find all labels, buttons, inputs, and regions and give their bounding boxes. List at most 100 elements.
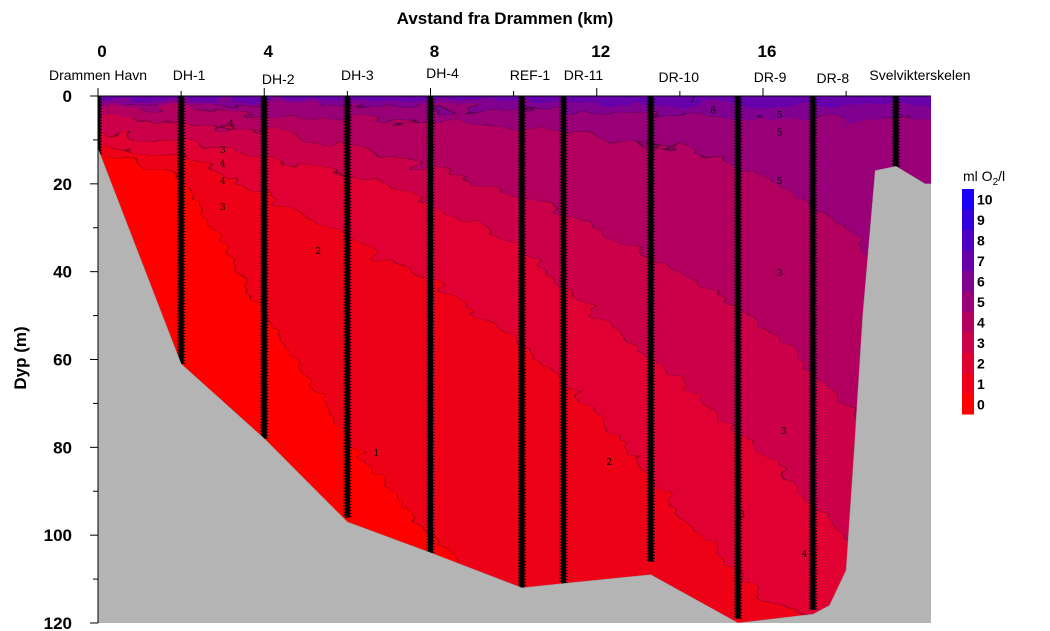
cast-mark [559, 160, 568, 163]
cast-mark [808, 568, 817, 571]
cast-mark [177, 328, 186, 331]
cast-mark [517, 565, 527, 568]
cast-mark [177, 244, 186, 247]
cast-mark [426, 184, 435, 187]
cast-mark [646, 187, 655, 190]
contour-label: 5 [777, 177, 783, 187]
cast-mark [517, 376, 527, 379]
cast-mark [733, 277, 743, 280]
cast-mark [646, 364, 655, 367]
cast-mark [646, 403, 655, 406]
cast-mark [808, 337, 817, 340]
cast-mark [733, 124, 743, 127]
cast-mark [517, 274, 527, 277]
cast-mark [343, 454, 352, 457]
cast-mark [426, 442, 435, 445]
cast-mark [426, 415, 435, 418]
cast-mark [177, 280, 186, 283]
cast-mark [808, 577, 817, 580]
cast-mark [646, 481, 655, 484]
cast-mark [517, 418, 527, 421]
cast-mark [343, 259, 352, 262]
cast-mark [559, 310, 568, 313]
cast-mark [808, 403, 817, 406]
cast-mark [517, 325, 527, 328]
cast-mark [260, 148, 269, 151]
cast-mark [343, 103, 352, 106]
cast-mark [426, 385, 435, 388]
cast-mark [808, 514, 817, 517]
cast-mark [733, 451, 743, 454]
cast-mark [260, 298, 269, 301]
cast-mark [646, 223, 655, 226]
cast-mark [646, 196, 655, 199]
cast-mark [177, 142, 186, 145]
cast-mark [891, 154, 901, 157]
cast-mark [260, 211, 269, 214]
cast-mark [646, 220, 655, 223]
cast-mark [517, 166, 527, 169]
cast-mark [517, 415, 527, 418]
cast-mark [343, 406, 352, 409]
cast-mark [343, 97, 352, 100]
cast-mark [646, 556, 655, 559]
cast-mark [260, 172, 269, 175]
cast-mark [517, 250, 527, 253]
cast-mark [559, 430, 568, 433]
cast-mark [426, 355, 435, 358]
cast-mark [343, 235, 352, 238]
cast-mark [559, 346, 568, 349]
cast-mark [559, 514, 568, 517]
cast-mark [733, 550, 743, 553]
cast-mark [426, 136, 435, 139]
cast-mark [260, 325, 269, 328]
cast-mark [343, 115, 352, 118]
cast-mark [808, 508, 817, 511]
cast-mark [733, 460, 743, 463]
cast-mark [98, 119, 103, 121]
cast-mark [646, 316, 655, 319]
cast-mark [733, 175, 743, 178]
cast-mark [177, 247, 186, 250]
cast-mark [808, 271, 817, 274]
cast-mark [559, 145, 568, 148]
cast-mark [559, 505, 568, 508]
cast-mark [98, 140, 103, 142]
cast-mark [343, 391, 352, 394]
cast-mark [517, 544, 527, 547]
cast-mark [646, 106, 655, 109]
cast-mark [808, 370, 817, 373]
cast-mark [426, 277, 435, 280]
cast-mark [177, 139, 186, 142]
cast-mark [808, 250, 817, 253]
cast-mark [177, 268, 186, 271]
cast-mark [260, 403, 269, 406]
cast-mark [808, 505, 817, 508]
cast-mark [808, 481, 817, 484]
cast-mark [646, 505, 655, 508]
cast-mark [426, 223, 435, 226]
cast-mark [426, 388, 435, 391]
cast-mark [517, 553, 527, 556]
cast-mark [517, 244, 527, 247]
cast-mark [559, 106, 568, 109]
cast-mark [177, 187, 186, 190]
cast-mark [733, 289, 743, 292]
cast-mark [517, 199, 527, 202]
cast-mark [343, 229, 352, 232]
cast-mark [808, 139, 817, 142]
cast-mark [559, 259, 568, 262]
cast-mark [343, 292, 352, 295]
cast-mark [559, 403, 568, 406]
cast-mark [426, 430, 435, 433]
cast-mark [260, 244, 269, 247]
cast-mark [343, 466, 352, 469]
cast-mark [646, 313, 655, 316]
cast-mark [808, 259, 817, 262]
cast-mark [808, 274, 817, 277]
cast-mark [517, 277, 527, 280]
cast-mark [517, 337, 527, 340]
cast-mark [517, 478, 527, 481]
cast-mark [733, 166, 743, 169]
cast-mark [260, 226, 269, 229]
